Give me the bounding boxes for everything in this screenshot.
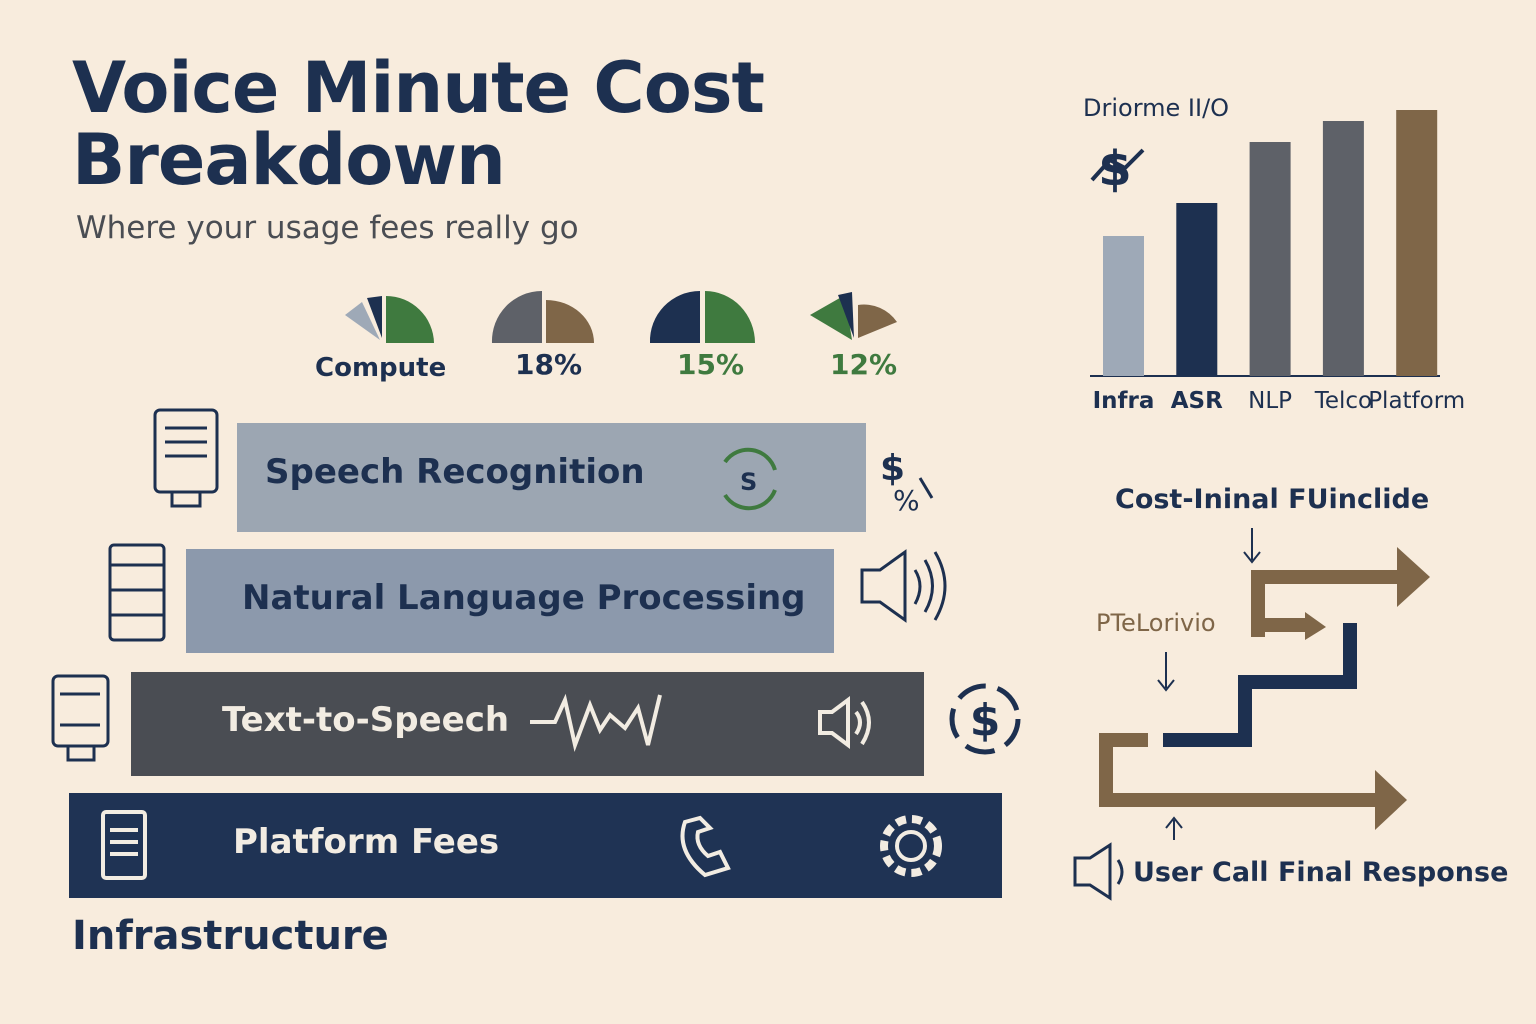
- bar: [1103, 236, 1144, 376]
- x-tick-label: Telco: [1314, 388, 1373, 414]
- layer-bar: [131, 672, 924, 776]
- flow-arrows: [1099, 570, 1400, 807]
- gauge-label: 12%: [830, 348, 898, 381]
- x-tick-label: ASR: [1170, 388, 1223, 414]
- svg-text:$: $: [1098, 141, 1131, 197]
- flow-label: PTeLorivio: [1096, 609, 1216, 637]
- bar: [1396, 110, 1438, 376]
- platform-icons: [101, 810, 942, 880]
- gauge-label: 15%: [677, 348, 745, 381]
- chart-title: Driorme II/O: [1083, 94, 1230, 122]
- subtitle: Where your usage fees really go: [76, 210, 579, 246]
- sync-icon: [723, 447, 777, 511]
- pointer-arrows: [1073, 528, 1261, 901]
- bar: [1176, 203, 1218, 376]
- layer-label: Speech Recognition: [265, 452, 645, 492]
- layer-label: Text-to-Speech: [222, 700, 510, 740]
- bar: [1249, 142, 1291, 376]
- x-tick-label: Infra: [1092, 388, 1155, 414]
- arrow-heads: [1305, 547, 1430, 830]
- flow-footer: User Call Final Response: [1133, 857, 1509, 888]
- svg-text:$: $: [970, 695, 1001, 746]
- gauge-label: Compute: [315, 353, 447, 383]
- x-tick-label: Platform: [1368, 388, 1466, 414]
- svg-text:$: $: [880, 448, 905, 489]
- bar: [1322, 121, 1364, 376]
- dollar-chart-icon: [1090, 148, 1145, 182]
- layer-label: Natural Language Processing: [242, 578, 806, 618]
- x-tick-label: NLP: [1248, 388, 1293, 414]
- server-icons: [51, 408, 1021, 762]
- flow-title: Cost-Ininal FUinclide: [1115, 484, 1430, 515]
- layer-label: Platform Fees: [233, 822, 500, 862]
- layer-bar: [237, 423, 866, 532]
- gauge-icons: [345, 290, 897, 343]
- title: Voice Minute Cost Breakdown: [72, 47, 765, 201]
- tts-icons: [530, 693, 871, 753]
- svg-text:S: S: [740, 468, 757, 496]
- base-label: Infrastructure: [72, 913, 389, 959]
- layer-bar: [69, 793, 1002, 898]
- layer-bar: [186, 549, 834, 653]
- gauge-label: 18%: [515, 348, 583, 381]
- svg-text:%: %: [893, 484, 920, 517]
